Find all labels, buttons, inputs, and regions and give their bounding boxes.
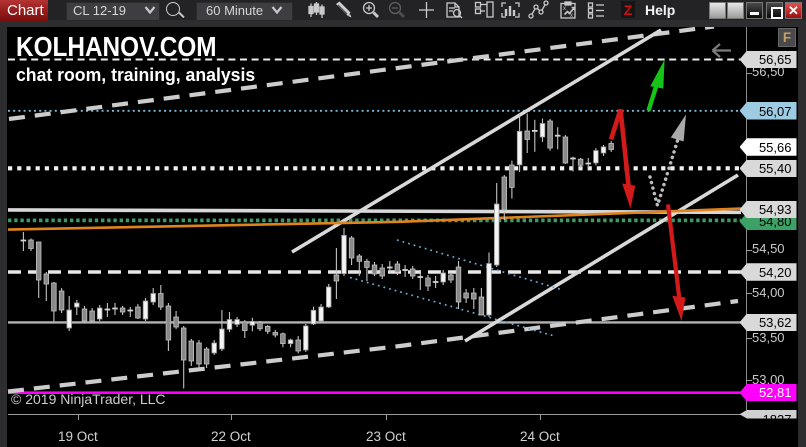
svg-text:x: x [563,6,566,12]
svg-text:x: x [570,13,573,19]
